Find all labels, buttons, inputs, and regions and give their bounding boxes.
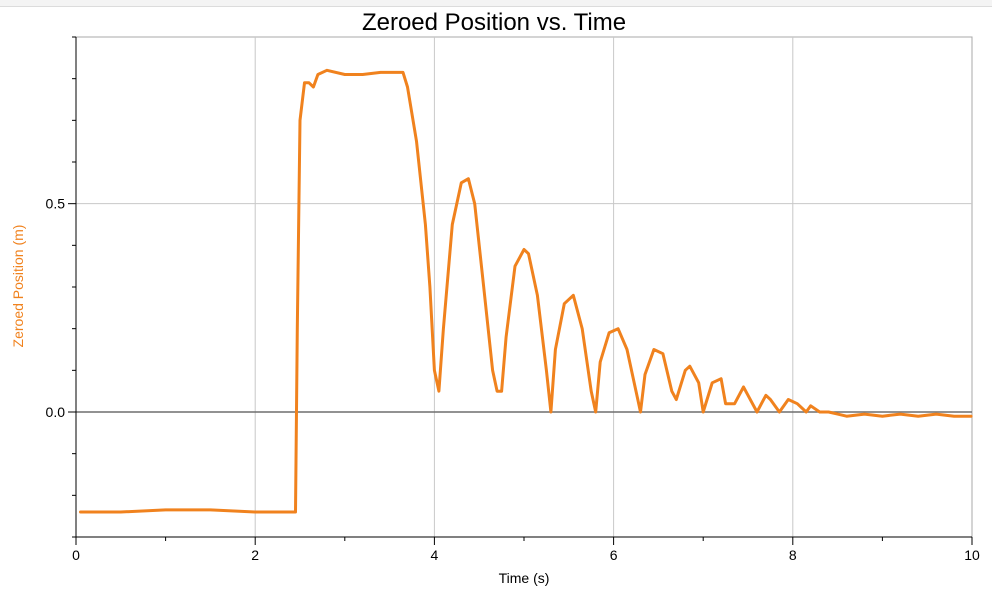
x-tick-label: 2: [251, 547, 259, 563]
position-series-line[interactable]: [79, 68, 973, 514]
x-tick-label: 10: [964, 547, 980, 563]
x-tick-label: 8: [789, 547, 797, 563]
plot-area[interactable]: [75, 36, 973, 538]
window-top-strip: [0, 0, 992, 7]
chart-title: Zeroed Position vs. Time: [362, 9, 626, 36]
y-axis-title: Zeroed Position (m): [10, 225, 26, 348]
x-axis-title: Time (s): [499, 570, 550, 586]
y-tick-label: 0.0: [46, 404, 66, 420]
x-tick-label: 6: [610, 547, 618, 563]
y-tick-label: 0.5: [46, 196, 66, 212]
x-tick-label: 4: [431, 547, 439, 563]
x-tick-label: 0: [72, 547, 80, 563]
